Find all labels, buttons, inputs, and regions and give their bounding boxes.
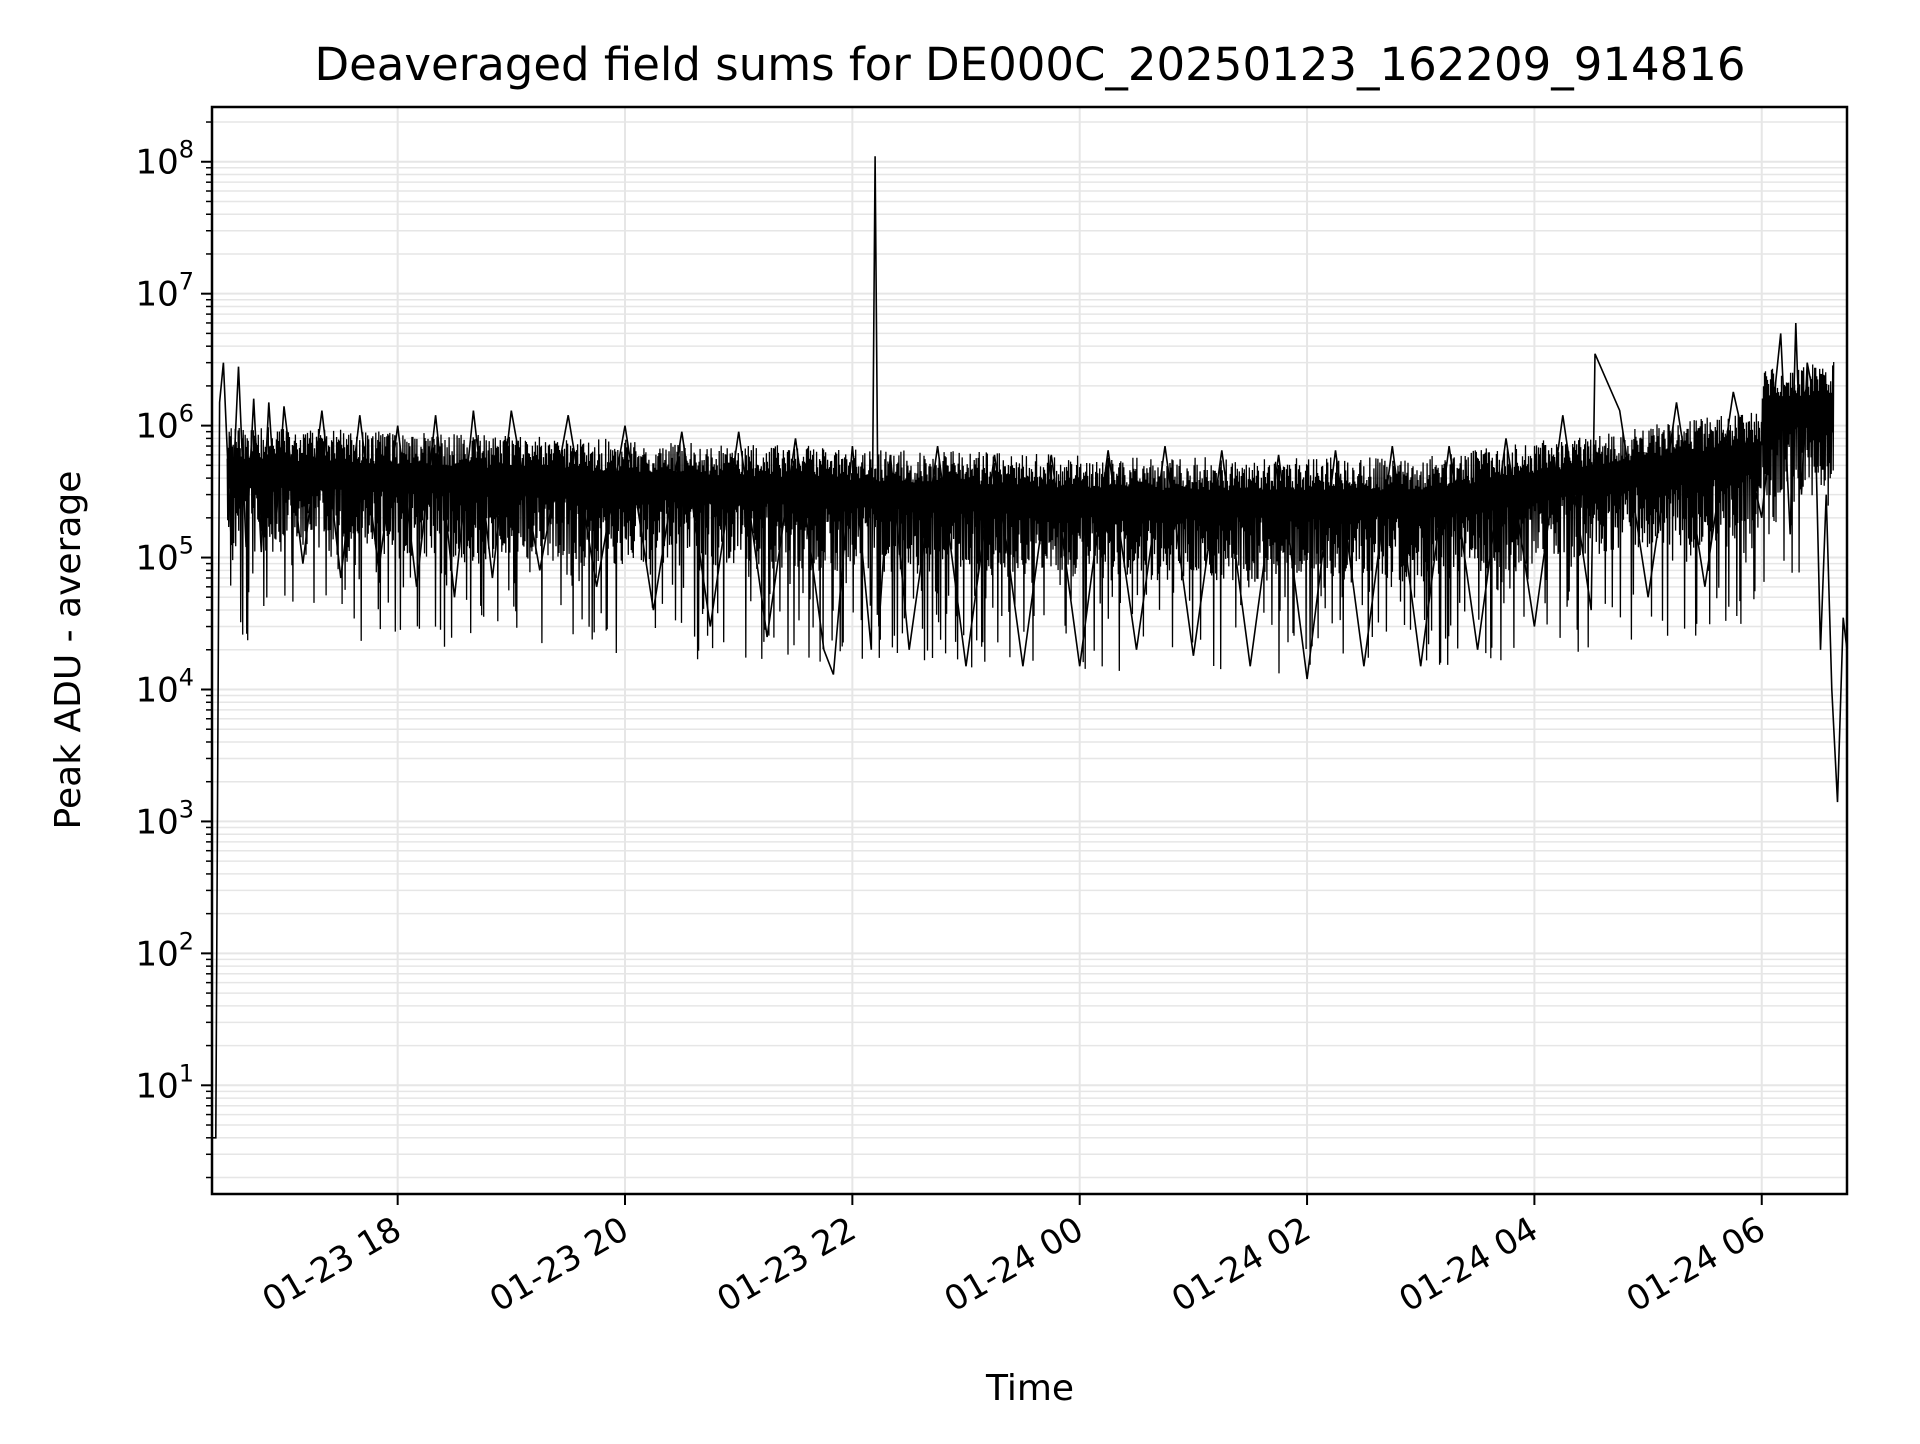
y-tick-label: 104	[135, 663, 194, 710]
series-line-anchors	[212, 156, 1847, 1139]
y-tick-label: 103	[135, 795, 194, 842]
chart-title: Deaveraged field sums for DE000C_2025012…	[314, 38, 1745, 91]
y-tick-label: 105	[135, 532, 194, 579]
x-axis-label: Time	[985, 1368, 1074, 1409]
y-tick-label: 107	[135, 268, 194, 315]
y-axis-label: Peak ADU - average	[48, 471, 89, 830]
grid-lines	[212, 107, 1847, 1194]
data-area	[212, 156, 1847, 1139]
series-line	[226, 361, 1835, 674]
y-tick-label: 101	[135, 1059, 194, 1106]
y-tick-label: 102	[135, 927, 194, 974]
y-tick-label: 108	[135, 136, 194, 183]
y-tick-label: 106	[135, 400, 194, 447]
